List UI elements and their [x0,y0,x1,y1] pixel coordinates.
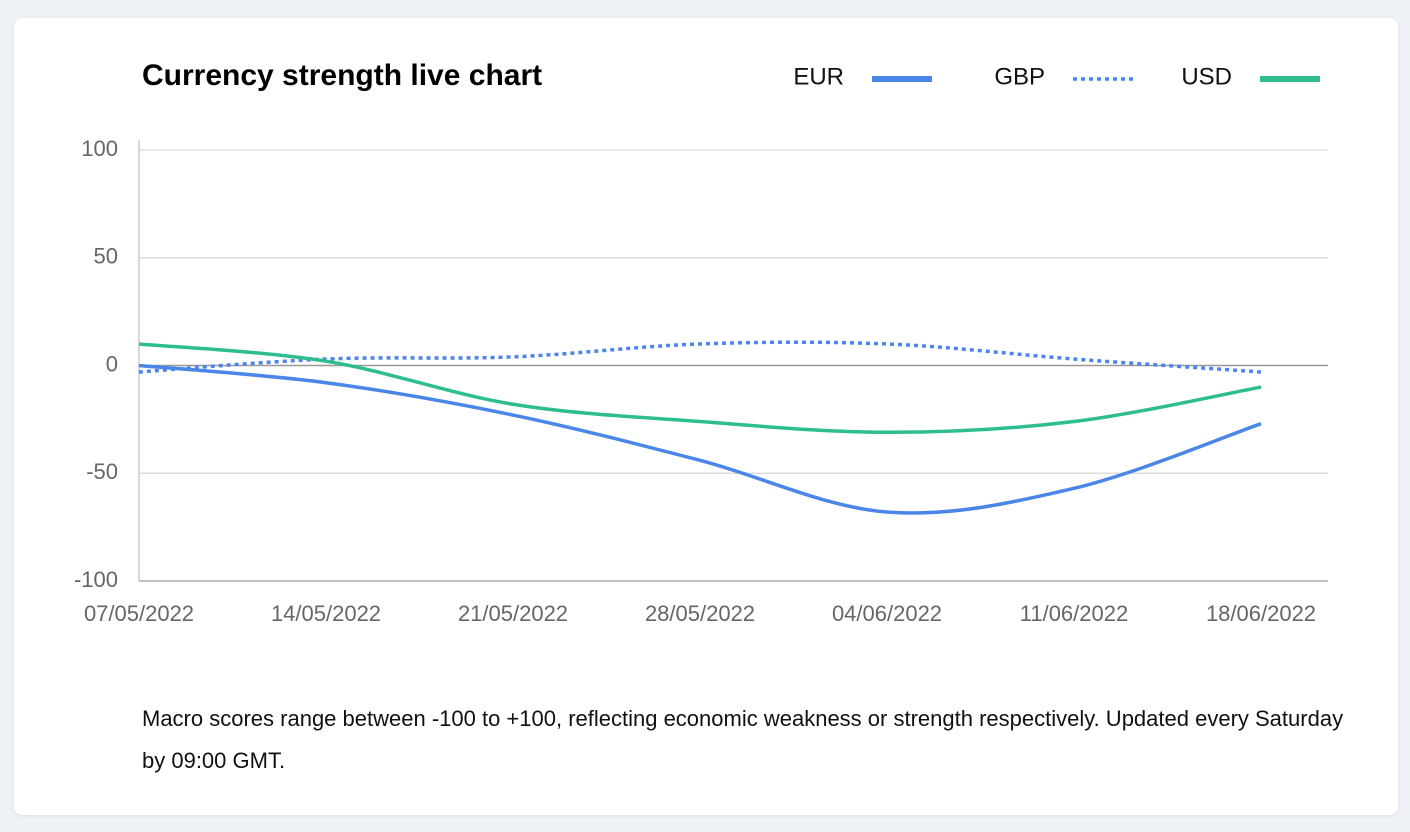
y-tick-label: 50 [94,244,118,269]
line [138,342,1262,435]
x-tick-label: 14/05/2022 [271,601,381,626]
chart-title: Currency strength live chart [142,59,542,92]
legend-label: USD [1181,63,1232,90]
x-tick-label: 21/05/2022 [458,601,568,626]
card: Currency strength live chart -100 -50 0 50 1… [14,18,1398,815]
x-tick-label: 04/06/2022 [832,601,942,626]
x-tick-label: 07/05/2022 [84,601,194,626]
legend-label: EUR [793,63,844,90]
x-tick-label: 28/05/2022 [645,601,755,626]
y-tick-label: -100 [74,567,118,592]
x-tick-label: 18/06/2022 [1206,601,1316,626]
y-tick-label: 0 [106,351,118,376]
y-tick-label: -50 [86,459,118,484]
line [138,340,1262,374]
x-tick-label: 11/06/2022 [1020,601,1128,626]
legend-label: GBP [994,63,1045,90]
y-tick-label: 100 [81,136,118,161]
chart: Currency strength live chart -100 -50 0 50 1… [74,59,1328,626]
line [138,363,1262,515]
footnote: Macro scores range between -100 to +100,… [142,706,1344,773]
